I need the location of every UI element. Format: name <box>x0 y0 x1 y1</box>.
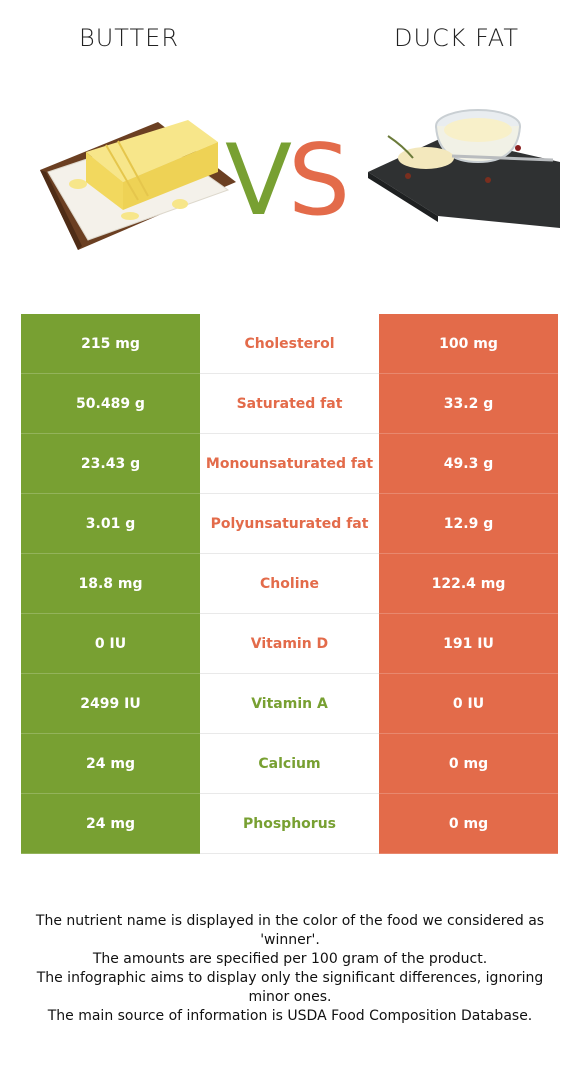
right-value: 49.3 g <box>379 434 558 494</box>
comparison-table: 215 mg Cholesterol 100 mg 50.489 g Saturated… <box>21 314 558 854</box>
left-value: 3.01 g <box>21 494 200 554</box>
left-value: 24 mg <box>21 794 200 854</box>
nutrient-name: Phosphorus <box>200 794 379 854</box>
left-value: 24 mg <box>21 734 200 794</box>
nutrient-name: Vitamin A <box>200 674 379 734</box>
right-value: 191 IU <box>379 614 558 674</box>
footer-line-1: The nutrient name is displayed in the co… <box>35 913 545 948</box>
left-value: 0 IU <box>21 614 200 674</box>
table-row: 18.8 mg Choline 122.4 mg <box>21 554 558 614</box>
right-value: 12.9 g <box>379 494 558 554</box>
left-value: 215 mg <box>21 314 200 374</box>
nutrient-name: Polyunsaturated fat <box>200 494 379 554</box>
right-value: 122.4 mg <box>379 554 558 614</box>
nutrient-name: Cholesterol <box>200 314 379 374</box>
nutrient-name: Choline <box>200 554 379 614</box>
footer-line-4: The main source of information is USDA F… <box>47 1008 533 1024</box>
table-row: 23.43 g Monounsaturated fat 49.3 g <box>21 434 558 494</box>
table-row: 0 IU Vitamin D 191 IU <box>21 614 558 674</box>
table-row: 24 mg Phosphorus 0 mg <box>21 794 558 854</box>
nutrient-name: Vitamin D <box>200 614 379 674</box>
table-row: 50.489 g Saturated fat 33.2 g <box>21 374 558 434</box>
table-row: 24 mg Calcium 0 mg <box>21 734 558 794</box>
right-value: 0 IU <box>379 674 558 734</box>
nutrient-name: Monounsaturated fat <box>200 434 379 494</box>
nutrient-name: Calcium <box>200 734 379 794</box>
butter-image <box>40 120 236 250</box>
footer-notes: The nutrient name is displayed in the co… <box>20 912 560 1026</box>
footer-line-2: The amounts are specified per 100 gram o… <box>92 951 488 967</box>
table-row: 3.01 g Polyunsaturated fat 12.9 g <box>21 494 558 554</box>
footer-line-3: The infographic aims to display only the… <box>36 970 544 1005</box>
vs-v: V <box>225 124 292 238</box>
table-row: 215 mg Cholesterol 100 mg <box>21 314 558 374</box>
left-value: 18.8 mg <box>21 554 200 614</box>
right-value: 0 mg <box>379 734 558 794</box>
duck-fat-image <box>368 109 560 228</box>
left-value: 50.489 g <box>21 374 200 434</box>
left-value: 2499 IU <box>21 674 200 734</box>
nutrient-name: Saturated fat <box>200 374 379 434</box>
left-food-title: BUTTER <box>79 24 180 52</box>
right-food-title: DUCK FAT <box>394 24 519 52</box>
vs-label: VS <box>225 132 350 230</box>
right-value: 33.2 g <box>379 374 558 434</box>
left-value: 23.43 g <box>21 434 200 494</box>
vs-s: S <box>288 124 350 238</box>
right-value: 100 mg <box>379 314 558 374</box>
right-value: 0 mg <box>379 794 558 854</box>
